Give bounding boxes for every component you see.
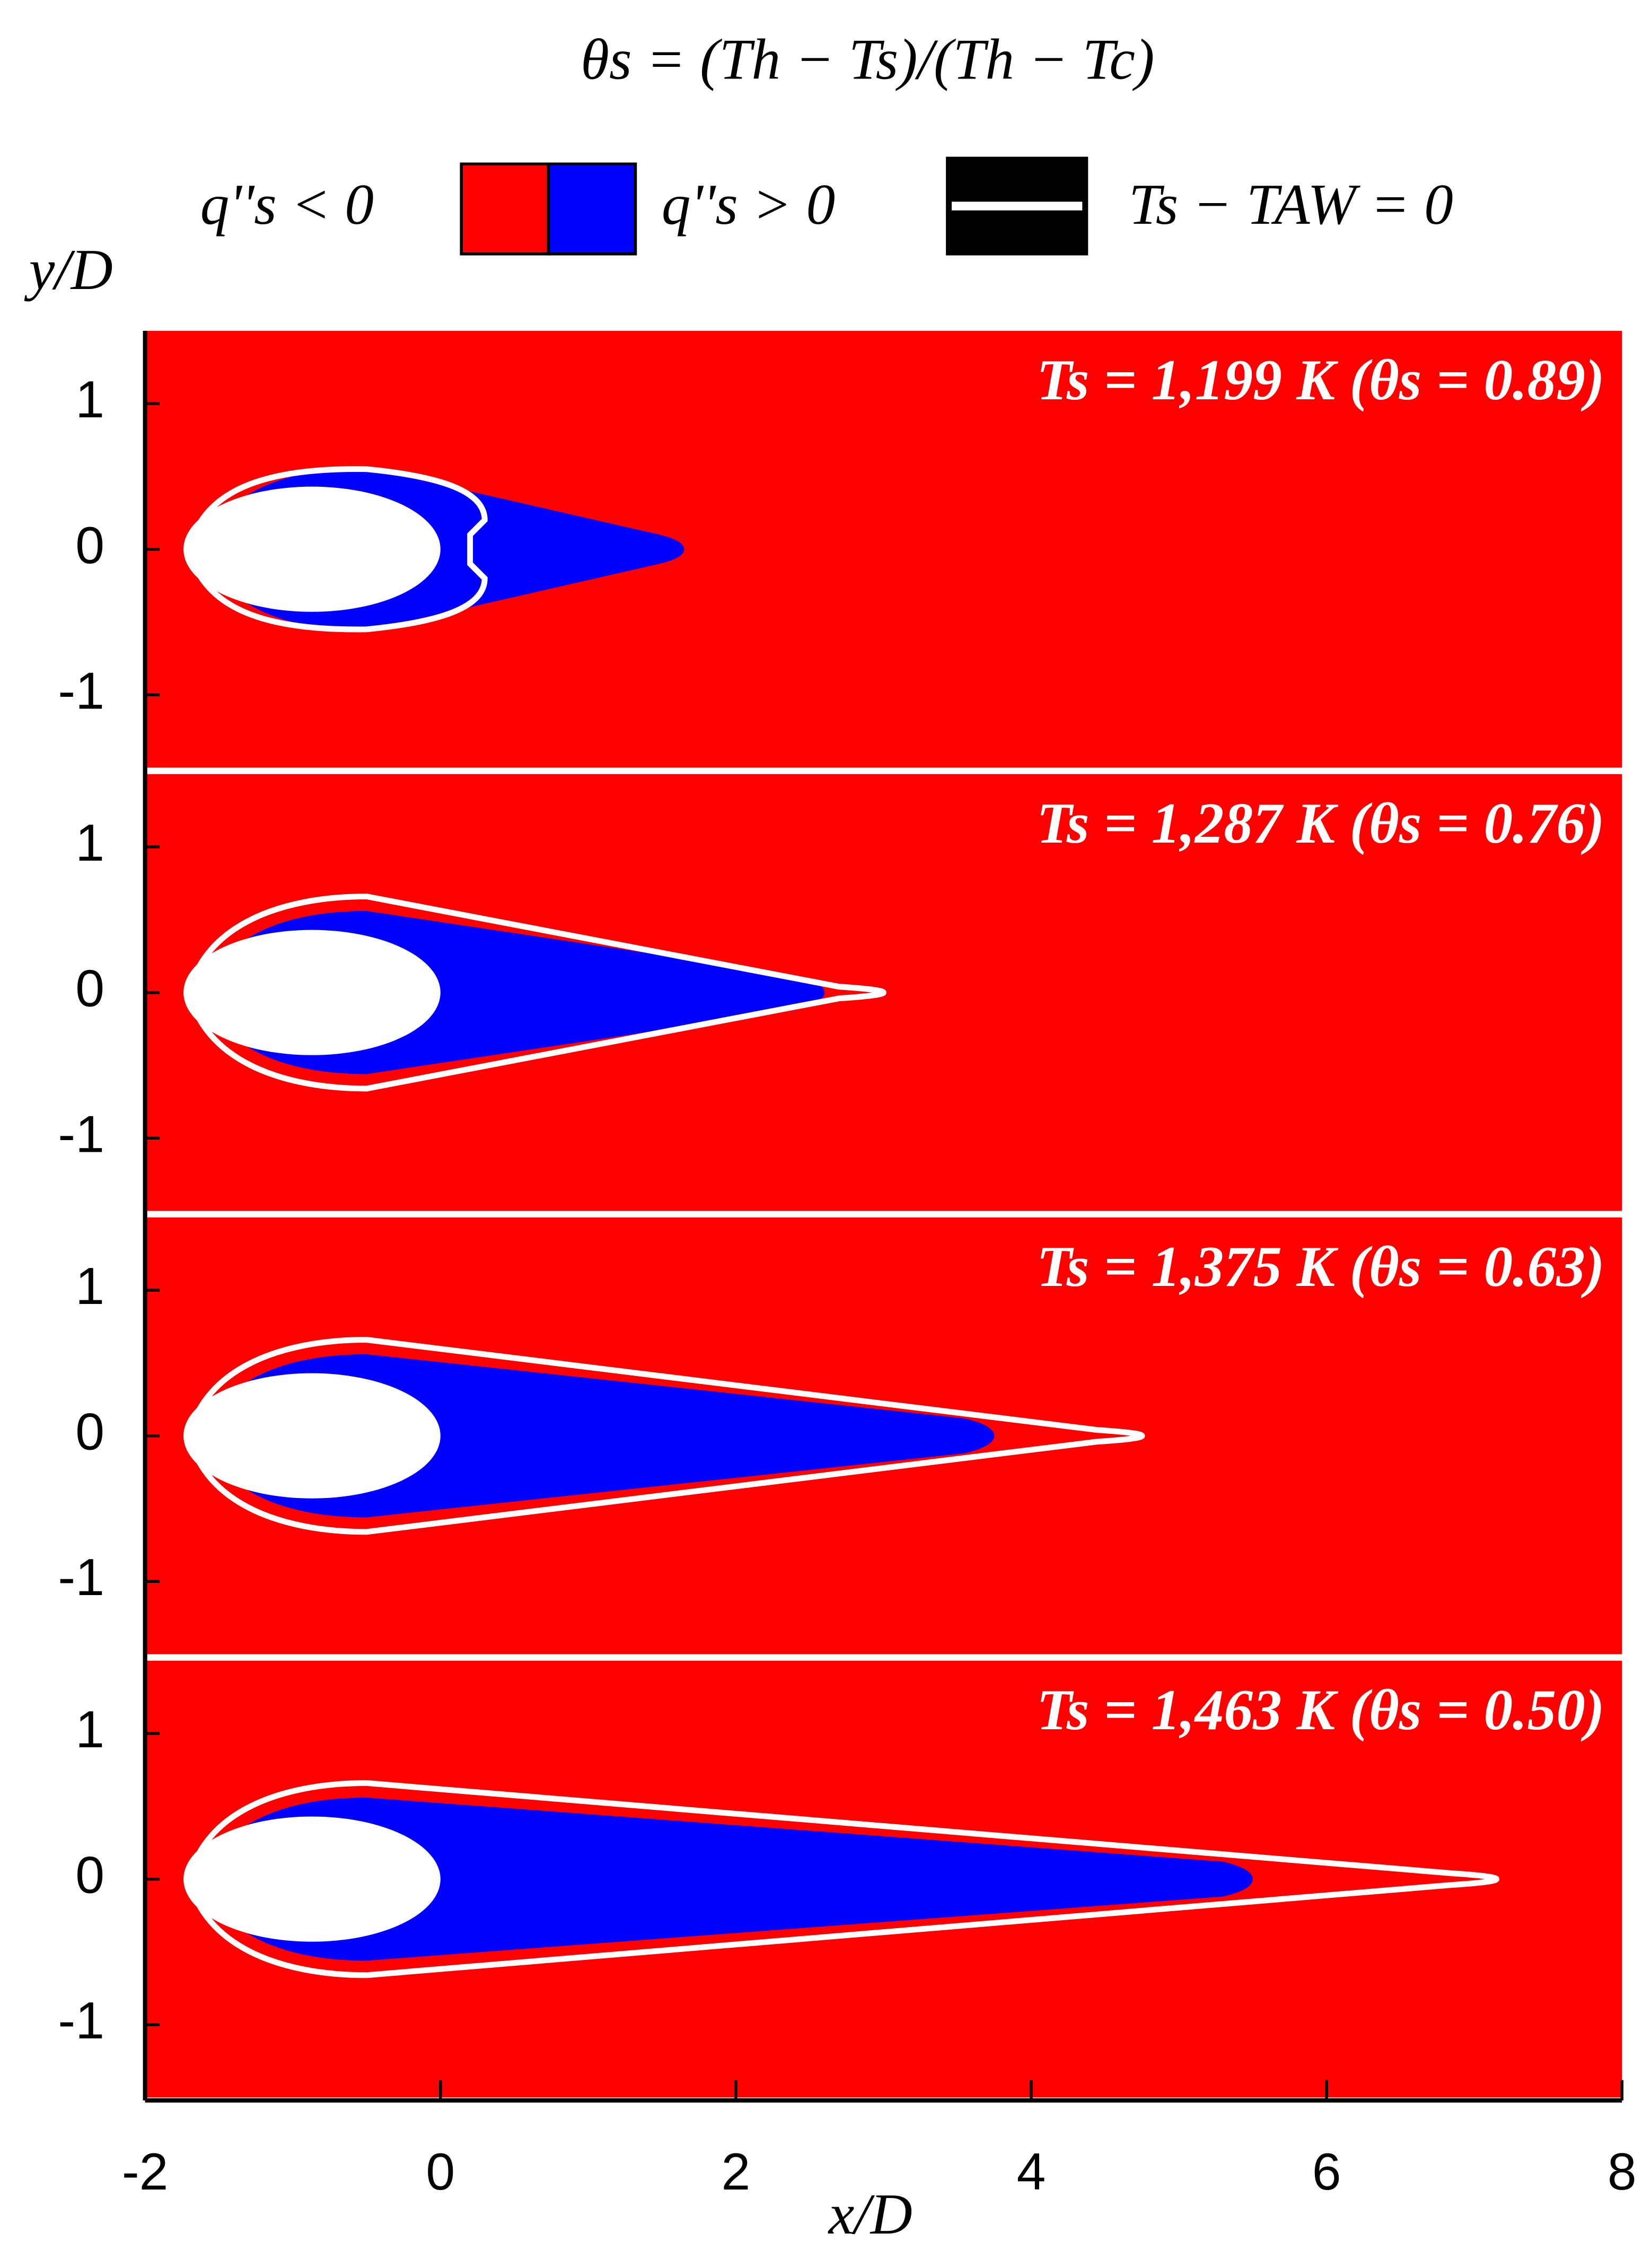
legend-swatch (547, 162, 637, 256)
y-tick-label: 0 (75, 516, 104, 574)
legend-label: q''s < 0 (200, 172, 374, 237)
panel-annotation: Ts = 1,375 K (θs = 0.63) (1037, 1234, 1604, 1299)
adiabatic-wall-contour (186, 1337, 1145, 1535)
hole (183, 1816, 441, 1942)
y-tick-label: 0 (75, 1403, 104, 1461)
x-tick-label: 8 (1608, 2142, 1637, 2201)
y-tick-label: -1 (58, 1105, 104, 1163)
positive-flux-region (204, 1797, 1253, 1961)
adiabatic-wall-contour (186, 1780, 1500, 1978)
y-tick-label: 0 (75, 959, 104, 1018)
legend-label: q''s > 0 (662, 172, 835, 237)
y-tick-label: -1 (58, 1548, 104, 1606)
adiabatic-wall-contour (186, 466, 488, 633)
x-tick-label: 4 (1017, 2142, 1046, 2201)
y-tick-label: -1 (58, 1991, 104, 2050)
x-tick-label: -2 (122, 2142, 169, 2201)
y-tick-label: -1 (58, 661, 104, 720)
chart-title: θs = (Th − Ts)/(Th − Tc) (581, 27, 1154, 91)
x-tick-label: 0 (426, 2142, 455, 2201)
panel-annotation: Ts = 1,463 K (θs = 0.50) (1037, 1677, 1604, 1742)
y-tick-label: 1 (75, 1700, 104, 1758)
y-tick-label: 1 (75, 1257, 104, 1315)
legend-label: Ts − TAW = 0 (1129, 172, 1453, 237)
panel-annotation: Ts = 1,287 K (θs = 0.76) (1037, 791, 1604, 855)
hole (183, 930, 441, 1055)
hole (183, 1373, 441, 1499)
adiabatic-wall-contour (186, 894, 886, 1092)
y-tick-label: 1 (75, 813, 104, 872)
y-tick-label: 1 (75, 370, 104, 428)
legend-swatch (460, 162, 550, 256)
x-tick-label: 2 (722, 2142, 751, 2201)
x-tick-label: 6 (1312, 2142, 1341, 2201)
legend-swatch (952, 202, 1083, 211)
hole (183, 486, 441, 612)
panel-annotation: Ts = 1,199 K (θs = 0.89) (1037, 347, 1604, 412)
y-tick-label: 0 (75, 1846, 104, 1904)
y-axis-label: y/D (24, 237, 113, 302)
x-axis-label: x/D (828, 2182, 912, 2246)
